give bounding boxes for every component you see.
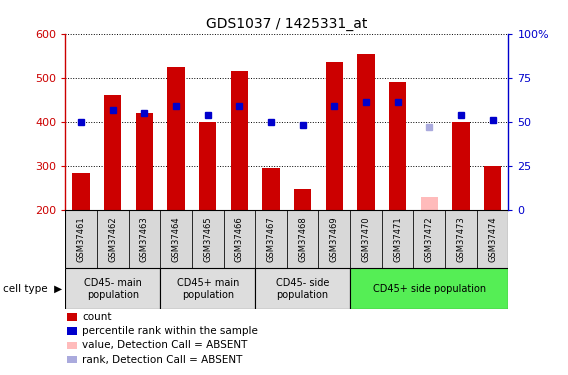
Text: GSM37461: GSM37461 xyxy=(77,216,86,262)
Text: CD45+ main
population: CD45+ main population xyxy=(177,278,239,300)
FancyBboxPatch shape xyxy=(414,210,445,268)
Bar xyxy=(262,168,279,210)
FancyBboxPatch shape xyxy=(65,268,160,309)
Text: GSM37462: GSM37462 xyxy=(108,216,117,262)
FancyBboxPatch shape xyxy=(160,210,192,268)
FancyBboxPatch shape xyxy=(382,210,414,268)
Text: GSM37470: GSM37470 xyxy=(361,216,370,262)
Bar xyxy=(136,113,153,210)
Text: GSM37469: GSM37469 xyxy=(330,216,339,262)
FancyBboxPatch shape xyxy=(445,210,477,268)
FancyBboxPatch shape xyxy=(255,210,287,268)
Text: GSM37472: GSM37472 xyxy=(425,216,434,262)
Bar xyxy=(199,122,216,210)
FancyBboxPatch shape xyxy=(255,268,350,309)
Text: GSM37473: GSM37473 xyxy=(457,216,465,262)
Bar xyxy=(168,67,185,210)
Title: GDS1037 / 1425331_at: GDS1037 / 1425331_at xyxy=(206,17,367,32)
Text: GSM37468: GSM37468 xyxy=(298,216,307,262)
FancyBboxPatch shape xyxy=(192,210,224,268)
Text: GSM37464: GSM37464 xyxy=(172,216,181,262)
FancyBboxPatch shape xyxy=(97,210,128,268)
FancyBboxPatch shape xyxy=(477,210,508,268)
Text: GSM37467: GSM37467 xyxy=(266,216,275,262)
Bar xyxy=(294,189,311,210)
Text: GSM37463: GSM37463 xyxy=(140,216,149,262)
Bar xyxy=(420,197,438,210)
Bar xyxy=(389,82,406,210)
Text: CD45- side
population: CD45- side population xyxy=(276,278,329,300)
Text: GSM37465: GSM37465 xyxy=(203,216,212,262)
Text: GSM37474: GSM37474 xyxy=(488,216,497,262)
FancyBboxPatch shape xyxy=(224,210,255,268)
Bar xyxy=(73,172,90,210)
Text: rank, Detection Call = ABSENT: rank, Detection Call = ABSENT xyxy=(82,355,243,364)
FancyBboxPatch shape xyxy=(65,210,97,268)
Text: value, Detection Call = ABSENT: value, Detection Call = ABSENT xyxy=(82,340,248,350)
FancyBboxPatch shape xyxy=(350,210,382,268)
FancyBboxPatch shape xyxy=(287,210,319,268)
Bar xyxy=(104,96,122,210)
Text: CD45- main
population: CD45- main population xyxy=(84,278,142,300)
Bar xyxy=(357,54,375,210)
FancyBboxPatch shape xyxy=(128,210,160,268)
Text: count: count xyxy=(82,312,112,322)
FancyBboxPatch shape xyxy=(160,268,255,309)
Bar xyxy=(484,166,501,210)
Bar xyxy=(325,62,343,210)
FancyBboxPatch shape xyxy=(350,268,508,309)
Text: cell type  ▶: cell type ▶ xyxy=(3,284,62,294)
FancyBboxPatch shape xyxy=(319,210,350,268)
Text: GSM37466: GSM37466 xyxy=(235,216,244,262)
Bar xyxy=(231,71,248,210)
Text: GSM37471: GSM37471 xyxy=(393,216,402,262)
Text: percentile rank within the sample: percentile rank within the sample xyxy=(82,326,258,336)
Text: CD45+ side population: CD45+ side population xyxy=(373,284,486,294)
Bar xyxy=(452,122,470,210)
